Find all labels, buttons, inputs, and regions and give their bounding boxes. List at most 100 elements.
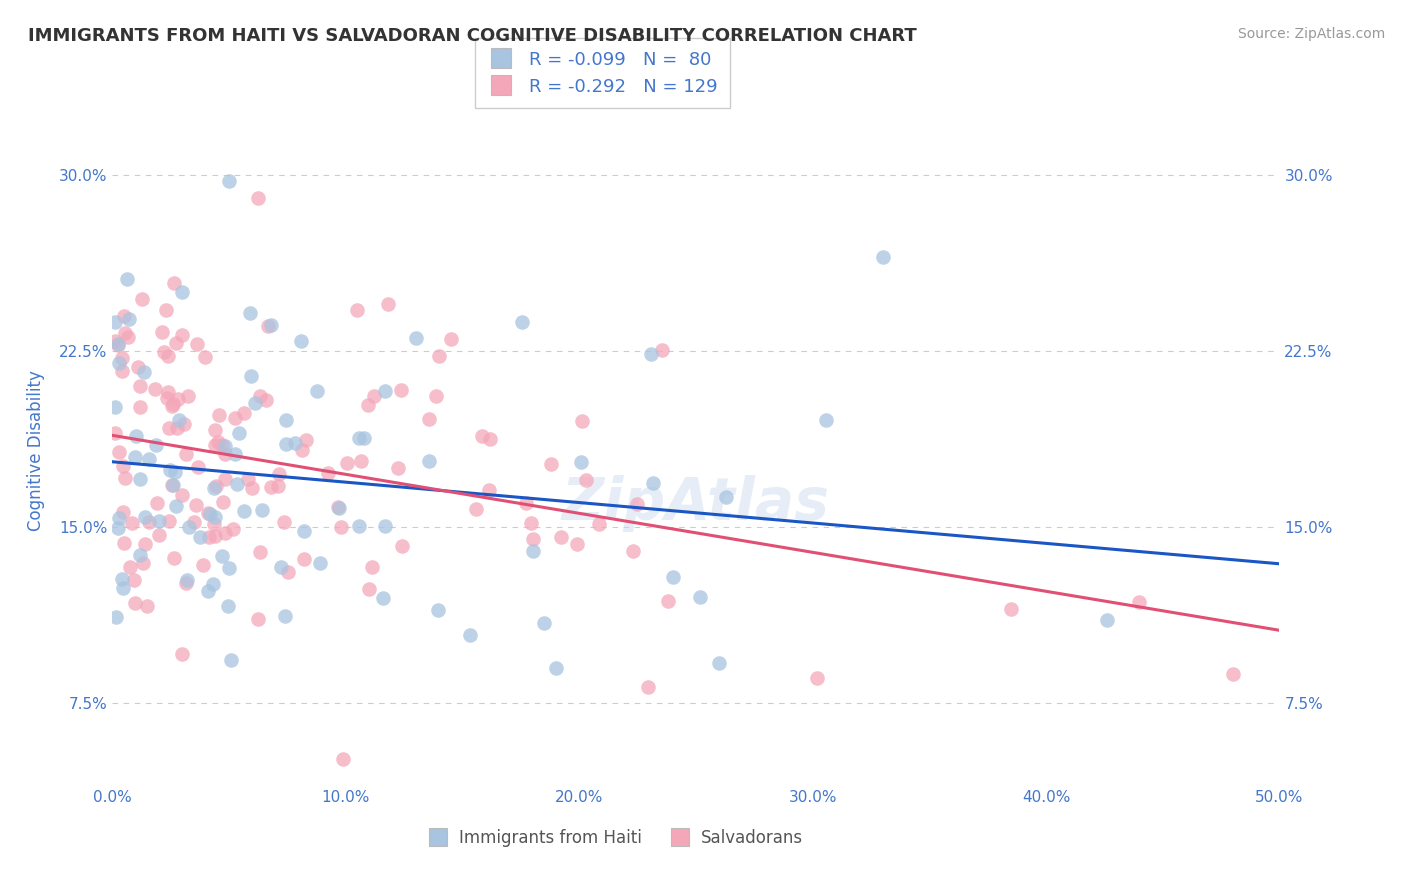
Point [136, 599, 159, 614]
Point [198, 529, 221, 543]
Point [243, 396, 266, 410]
Point [156, 391, 179, 405]
Point [1095, 613, 1118, 627]
Point [247, 191, 270, 205]
Point [274, 609, 297, 624]
Text: Source: ZipAtlas.com: Source: ZipAtlas.com [1237, 27, 1385, 41]
Point [233, 504, 256, 518]
Point [239, 368, 262, 383]
Point [326, 500, 349, 515]
Point [623, 543, 645, 558]
Point [347, 519, 370, 533]
Point [357, 398, 380, 412]
Point [389, 384, 412, 398]
Point [134, 510, 156, 524]
Point [391, 539, 413, 553]
Point [166, 421, 188, 435]
Point [233, 406, 256, 420]
Point [104, 426, 127, 441]
Point [112, 458, 135, 473]
Point [205, 479, 228, 493]
Point [118, 312, 141, 326]
Point [575, 473, 598, 487]
Point [224, 410, 246, 425]
Point [637, 680, 659, 694]
Point [291, 443, 314, 458]
Point [187, 459, 209, 474]
Point [197, 584, 219, 599]
Point [207, 434, 229, 449]
Point [114, 471, 136, 485]
Point [183, 515, 205, 529]
Point [184, 498, 207, 512]
Point [111, 364, 134, 378]
Point [276, 413, 298, 427]
Point [124, 596, 146, 610]
Point [157, 385, 180, 400]
Point [197, 506, 219, 520]
Point [160, 478, 183, 492]
Point [465, 501, 488, 516]
Point [260, 318, 283, 332]
Point [353, 431, 375, 445]
Point [105, 610, 128, 624]
Point [218, 561, 240, 575]
Point [236, 472, 259, 486]
Point [162, 397, 184, 411]
Point [112, 310, 135, 324]
Point [346, 303, 368, 318]
Point [131, 292, 153, 306]
Point [173, 417, 195, 431]
Point [522, 544, 544, 558]
Point [170, 285, 193, 299]
Point [159, 463, 181, 477]
Point [814, 412, 837, 426]
Point [194, 351, 217, 365]
Point [626, 497, 648, 511]
Legend: Immigrants from Haiti, Salvadorans: Immigrants from Haiti, Salvadorans [419, 822, 810, 854]
Point [292, 524, 315, 538]
Point [371, 591, 394, 605]
Point [294, 434, 316, 448]
Point [292, 552, 315, 566]
Point [198, 507, 221, 521]
Point [228, 425, 250, 440]
Point [290, 334, 312, 348]
Point [361, 559, 384, 574]
Point [204, 423, 226, 437]
Point [114, 326, 136, 341]
Point [208, 408, 231, 422]
Point [225, 477, 247, 491]
Point [104, 315, 127, 329]
Point [174, 447, 197, 461]
Point [202, 481, 225, 495]
Point [329, 520, 352, 534]
Point [202, 517, 225, 532]
Point [132, 366, 155, 380]
Point [479, 432, 502, 446]
Point [426, 603, 449, 617]
Point [117, 330, 139, 344]
Point [134, 537, 156, 551]
Point [121, 516, 143, 530]
Point [418, 454, 440, 468]
Point [254, 393, 277, 408]
Point [163, 276, 186, 290]
Point [267, 479, 290, 493]
Point [165, 336, 187, 351]
Point [222, 522, 245, 536]
Point [163, 465, 186, 479]
Point [284, 435, 307, 450]
Point [522, 532, 544, 546]
Point [374, 384, 396, 399]
Point [363, 389, 385, 403]
Point [252, 502, 274, 516]
Text: IMMIGRANTS FROM HAITI VS SALVADORAN COGNITIVE DISABILITY CORRELATION CHART: IMMIGRANTS FROM HAITI VS SALVADORAN COGN… [28, 27, 917, 45]
Point [108, 356, 131, 370]
Point [204, 529, 226, 543]
Point [260, 480, 283, 494]
Point [374, 519, 396, 533]
Point [104, 401, 127, 415]
Point [520, 516, 543, 531]
Point [332, 751, 354, 765]
